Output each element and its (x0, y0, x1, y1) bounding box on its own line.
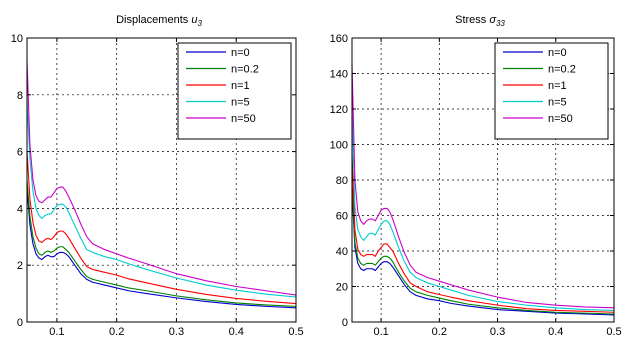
y-tick-label: 140 (330, 69, 348, 81)
legend-label: n=5 (548, 97, 567, 109)
chart-title: Stress σ33 (455, 14, 505, 28)
y-tick-label: 0 (342, 317, 348, 329)
y-tick-label: 120 (330, 104, 348, 116)
legend-box (494, 42, 609, 140)
series-line-n=1 (351, 153, 615, 313)
legend: n=0 n=0.2 n=1 n=5 n=50 (494, 42, 609, 140)
legend-label: n=0.2 (548, 64, 576, 76)
x-tick-label: 0.5 (606, 326, 621, 338)
y-tick-label: 60 (336, 211, 348, 223)
series-line-n=5 (351, 108, 615, 312)
series-line-n=0.2 (26, 179, 297, 307)
y-tick-label: 8 (17, 90, 23, 102)
y-tick-label: 160 (330, 33, 348, 45)
chart-panel-1: 0.1 0.2 0.3 0.4 0.5 0 2 4 6 8 10 Displacements u3 n=… (11, 14, 304, 338)
legend-box (177, 42, 292, 140)
legend-label: n=0 (548, 47, 567, 59)
series-line-n=0.2 (351, 179, 615, 315)
x-tick-label: 0.1 (373, 326, 388, 338)
series-line-n=1 (26, 151, 297, 305)
y-tick-label: 0 (17, 317, 23, 329)
x-tick-label: 0.2 (432, 326, 447, 338)
axes-box (26, 37, 297, 323)
legend-label: n=50 (548, 113, 573, 125)
x-tick-label: 0.5 (288, 326, 303, 338)
x-tick-label: 0.4 (548, 326, 563, 338)
y-tick-label: 2 (17, 260, 23, 272)
chart-title: Displacements u3 (116, 14, 202, 28)
legend-label: n=50 (231, 113, 256, 125)
series-line-n=0 (26, 188, 297, 309)
legend-label: n=0.2 (231, 64, 259, 76)
legend-label: n=1 (548, 80, 567, 92)
y-tick-label: 20 (336, 282, 348, 294)
series-line-n=5 (26, 100, 297, 298)
y-tick-label: 6 (17, 147, 23, 159)
chart-panel-2: 0.1 0.2 0.3 0.4 0.5 0 20 40 60 80 100 120 140 160 Stre… (330, 14, 622, 338)
legend-label: n=0 (231, 47, 250, 59)
series-line-n=0 (351, 188, 615, 316)
y-tick-label: 80 (336, 175, 348, 187)
y-tick-label: 40 (336, 246, 348, 258)
y-tick-label: 10 (11, 33, 23, 45)
x-tick-label: 0.4 (229, 326, 244, 338)
legend: n=0 n=0.2 n=1 n=5 n=50 (177, 42, 292, 140)
x-tick-label: 0.3 (169, 326, 184, 338)
x-tick-label: 0.2 (109, 326, 124, 338)
x-tick-label: 0.3 (490, 326, 505, 338)
series-line-n=50 (351, 64, 615, 309)
legend-label: n=1 (231, 80, 250, 92)
x-tick-label: 0.1 (49, 326, 64, 338)
y-tick-label: 100 (330, 140, 348, 152)
series-line-n=50 (26, 60, 297, 296)
legend-label: n=5 (231, 97, 250, 109)
y-tick-label: 4 (17, 203, 23, 215)
